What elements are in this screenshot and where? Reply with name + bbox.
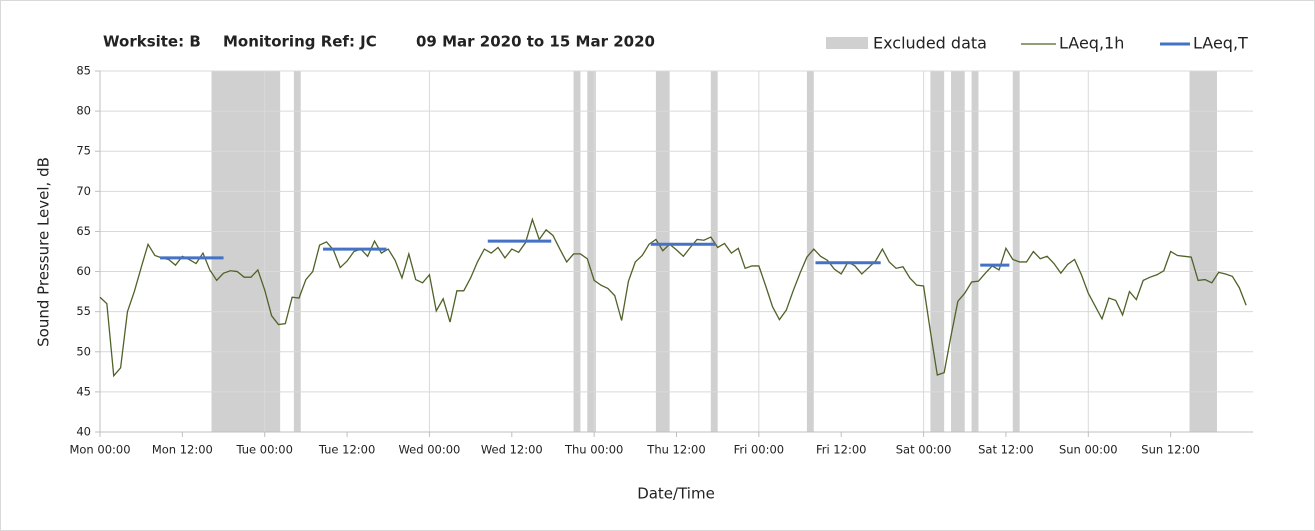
y-tick-label: 45 <box>76 384 91 398</box>
y-tick-label: 75 <box>76 144 91 158</box>
y-tick-label: 65 <box>76 224 91 238</box>
x-tick-label: Sat 12:00 <box>978 443 1034 457</box>
excluded-band <box>710 71 718 432</box>
y-tick-label: 70 <box>76 184 91 198</box>
legend-label: LAeq,T <box>1193 34 1248 53</box>
x-tick-label: Tue 00:00 <box>235 443 292 457</box>
chart-title: Worksite: B <box>103 33 201 51</box>
x-tick-label: Thu 12:00 <box>646 443 705 457</box>
excluded-band <box>951 71 965 432</box>
x-tick-label: Thu 00:00 <box>564 443 623 457</box>
x-tick-label: Fri 00:00 <box>734 443 785 457</box>
excluded-band <box>806 71 814 432</box>
excluded-band <box>293 71 301 432</box>
y-tick-label: 60 <box>76 264 91 278</box>
x-tick-label: Mon 12:00 <box>152 443 213 457</box>
x-tick-label: Mon 00:00 <box>69 443 130 457</box>
y-tick-label: 55 <box>76 304 91 318</box>
legend-label: LAeq,1h <box>1059 34 1124 53</box>
excluded-band <box>971 71 979 432</box>
excluded-band <box>587 71 596 432</box>
excluded-band <box>1012 71 1020 432</box>
x-tick-label: Sun 12:00 <box>1141 443 1200 457</box>
x-axis-label: Date/Time <box>637 485 715 503</box>
x-tick-label: Sat 00:00 <box>896 443 952 457</box>
x-tick-label: Tue 12:00 <box>318 443 375 457</box>
excluded-band <box>930 71 945 432</box>
data-line <box>99 217 1247 378</box>
legend-label: Excluded data <box>873 34 987 53</box>
legend-swatch <box>826 37 868 49</box>
x-tick-label: Wed 12:00 <box>481 443 543 457</box>
y-tick-label: 80 <box>76 104 91 118</box>
excluded-band <box>211 71 281 432</box>
y-tick-label: 50 <box>76 344 91 358</box>
excluded-band <box>573 71 581 432</box>
x-tick-label: Sun 00:00 <box>1059 443 1118 457</box>
x-tick-label: Fri 12:00 <box>816 443 867 457</box>
y-axis-label: Sound Pressure Level, dB <box>35 157 53 347</box>
y-tick-label: 85 <box>76 64 91 78</box>
excluded-band <box>1189 71 1217 432</box>
chart-title: 09 Mar 2020 to 15 Mar 2020 <box>416 33 655 51</box>
y-tick-label: 40 <box>76 425 91 439</box>
x-tick-label: Wed 00:00 <box>398 443 460 457</box>
chart-title: Monitoring Ref: JC <box>223 33 377 51</box>
